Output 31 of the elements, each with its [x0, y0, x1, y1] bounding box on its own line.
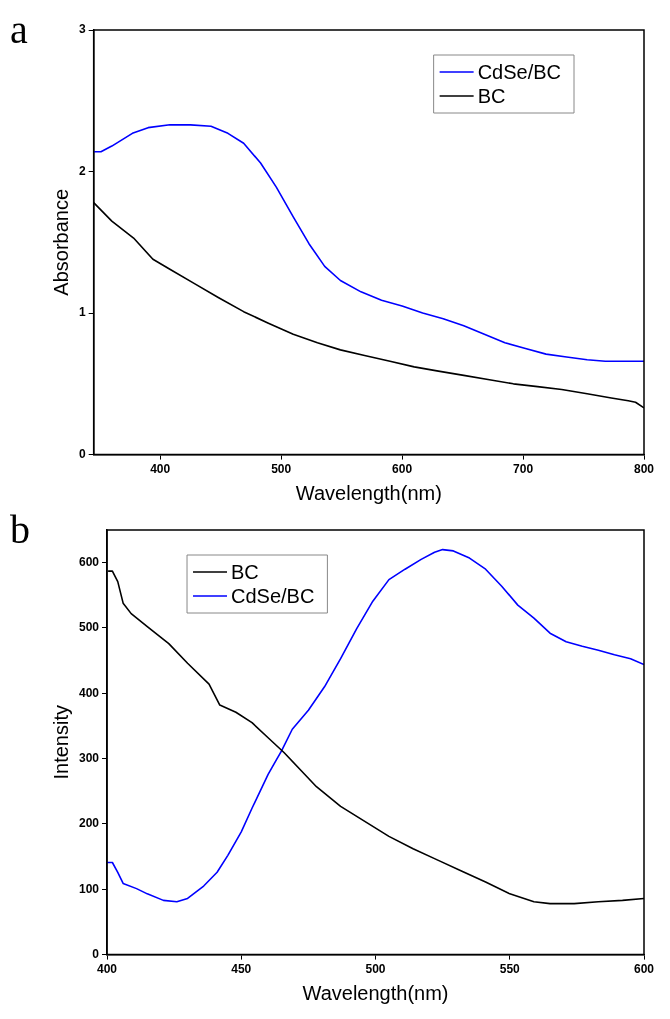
- x-tick-label: 500: [271, 462, 292, 477]
- x-axis-title: Wavelength(nm): [295, 481, 442, 504]
- legend-label: BC: [477, 84, 506, 107]
- y-tick-label: 400: [78, 685, 100, 700]
- x-tick-label: 400: [97, 962, 118, 977]
- y-axis-title: Intensity: [49, 705, 72, 780]
- legend-label: BC: [231, 560, 259, 583]
- legend-label: CdSe/BC: [231, 584, 315, 607]
- y-tick-label: 600: [78, 554, 100, 569]
- x-tick-label: 600: [392, 462, 413, 477]
- x-tick-label: 700: [513, 462, 534, 477]
- y-tick-label: 500: [78, 620, 100, 635]
- chart-title: b: [10, 507, 30, 552]
- x-tick-label: 500: [365, 962, 386, 977]
- x-tick-label: 600: [633, 962, 655, 977]
- legend-label: CdSe/BC: [477, 60, 562, 83]
- y-tick-label: 0: [92, 946, 100, 961]
- y-tick-label: 100: [78, 881, 100, 896]
- y-axis-title: Absorbance: [49, 188, 72, 296]
- x-axis-title: Wavelength(nm): [302, 981, 449, 1004]
- y-tick-label: 2: [78, 163, 86, 178]
- y-tick-label: 1: [78, 305, 86, 320]
- y-tick-label: 300: [78, 750, 100, 765]
- y-tick-label: 0: [78, 446, 86, 461]
- chart-title: a: [10, 7, 28, 52]
- x-tick-label: 400: [150, 462, 171, 477]
- y-tick-label: 200: [78, 816, 100, 831]
- x-tick-label: 550: [499, 962, 521, 977]
- x-tick-label: 800: [633, 462, 655, 477]
- y-tick-label: 3: [78, 22, 86, 37]
- x-tick-label: 450: [231, 962, 252, 977]
